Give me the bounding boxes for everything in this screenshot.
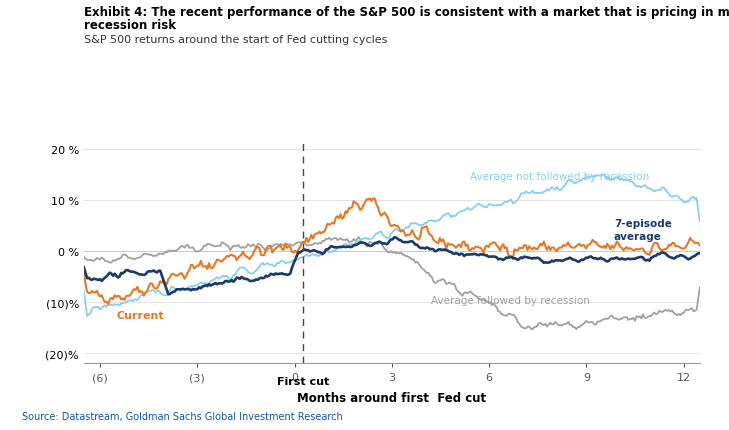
Text: recession risk: recession risk — [84, 19, 176, 32]
Text: Average not followed by recession: Average not followed by recession — [469, 171, 649, 181]
Text: S&P 500 returns around the start of Fed cutting cycles: S&P 500 returns around the start of Fed … — [84, 35, 387, 45]
X-axis label: Months around first  Fed cut: Months around first Fed cut — [297, 390, 486, 404]
Text: Average followed by recession: Average followed by recession — [431, 295, 590, 305]
Text: First cut: First cut — [276, 376, 329, 386]
Text: Current: Current — [116, 310, 164, 320]
Text: Exhibit 4: The recent performance of the S&P 500 is consistent with a market tha: Exhibit 4: The recent performance of the… — [84, 6, 729, 19]
Text: 7-episode
average: 7-episode average — [614, 218, 672, 242]
Text: Source: Datastream, Goldman Sachs Global Investment Research: Source: Datastream, Goldman Sachs Global… — [22, 411, 343, 421]
